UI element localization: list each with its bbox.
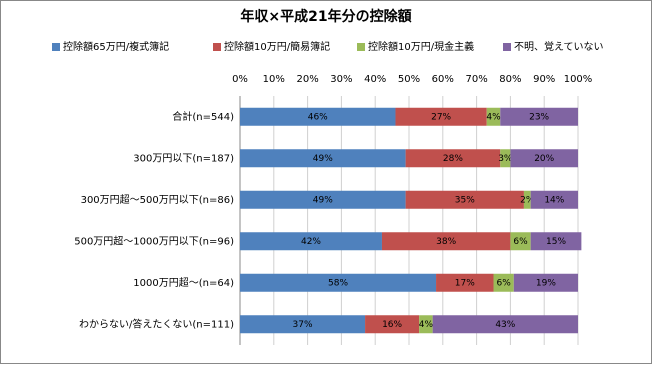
legend-label: 控除額10万円/現金主義 bbox=[368, 40, 474, 53]
value-label: 14% bbox=[544, 195, 564, 205]
x-tick-label: 100% bbox=[564, 74, 593, 85]
chart-title: 年収×平成21年分の控除額 bbox=[240, 8, 411, 25]
bar-segment bbox=[510, 149, 578, 168]
bar-segment bbox=[432, 315, 578, 334]
bar-segment bbox=[395, 107, 487, 126]
legend-label: 控除額10万円/簡易簿記 bbox=[224, 40, 330, 53]
legend-label: 不明、覚えていない bbox=[514, 40, 604, 53]
legend-label: 控除額65万円/複式簿記 bbox=[63, 40, 169, 53]
legend-swatch bbox=[503, 43, 511, 51]
value-label: 46% bbox=[308, 112, 328, 122]
bar-segment bbox=[240, 273, 437, 292]
x-tick-label: 50% bbox=[398, 74, 420, 85]
value-label: 49% bbox=[313, 154, 333, 164]
value-label: 43% bbox=[495, 320, 515, 330]
value-label: 28% bbox=[443, 154, 463, 164]
value-label: 16% bbox=[382, 320, 402, 330]
value-label: 17% bbox=[455, 278, 475, 288]
bar-segment bbox=[510, 232, 531, 251]
value-label: 3% bbox=[498, 154, 513, 164]
y-tick-label: 1000万円超～(n=64) bbox=[133, 276, 234, 289]
x-tick-label: 70% bbox=[465, 74, 487, 85]
value-label: 38% bbox=[436, 237, 456, 247]
x-tick-label: 30% bbox=[330, 74, 352, 85]
value-label: 6% bbox=[496, 278, 511, 288]
value-label: 35% bbox=[455, 195, 475, 205]
value-label: 6% bbox=[513, 237, 528, 247]
bar-segment bbox=[240, 232, 382, 251]
bar-segment bbox=[486, 107, 501, 126]
bar-segment bbox=[436, 273, 494, 292]
y-tick-label: 300万円以下(n=187) bbox=[133, 153, 234, 164]
x-tick-label: 80% bbox=[499, 74, 521, 85]
y-tick-label: 合計(n=544) bbox=[172, 110, 234, 123]
x-tick-label: 40% bbox=[364, 74, 386, 85]
legend-swatch bbox=[52, 43, 60, 51]
x-tick-label: 60% bbox=[432, 74, 454, 85]
value-label: 42% bbox=[301, 237, 321, 247]
bar-segment bbox=[530, 190, 578, 209]
value-label: 20% bbox=[534, 154, 554, 164]
bar-segment bbox=[405, 190, 524, 209]
value-label: 37% bbox=[293, 320, 313, 330]
value-label: 4% bbox=[419, 320, 434, 330]
value-label: 2% bbox=[520, 195, 535, 205]
y-tick-label: 300万円超～500万円以下(n=86) bbox=[81, 193, 235, 206]
bar-segment bbox=[240, 190, 406, 209]
bar-segment bbox=[530, 232, 582, 251]
x-tick-label: 0% bbox=[232, 74, 248, 85]
value-label: 23% bbox=[529, 112, 549, 122]
value-label: 4% bbox=[486, 112, 501, 122]
bar-segment bbox=[419, 315, 433, 334]
y-tick-label: わからない/答えたくない(n=111) bbox=[79, 317, 234, 330]
x-tick-label: 90% bbox=[533, 74, 555, 85]
bar-segment bbox=[240, 107, 396, 126]
value-label: 58% bbox=[328, 278, 348, 288]
bar-segment bbox=[381, 232, 511, 251]
bar-segment bbox=[240, 149, 406, 168]
value-label: 15% bbox=[546, 237, 566, 247]
y-tick-label: 500万円超～1000万円以下(n=96) bbox=[74, 234, 234, 247]
legend-swatch bbox=[213, 43, 221, 51]
bar-segment bbox=[500, 149, 511, 168]
bar-segment bbox=[240, 315, 366, 334]
bar-segment bbox=[493, 273, 514, 292]
x-tick-label: 20% bbox=[296, 74, 318, 85]
x-tick-label: 10% bbox=[263, 74, 285, 85]
bar-segment bbox=[365, 315, 420, 334]
value-label: 19% bbox=[536, 278, 556, 288]
bar-segment bbox=[513, 273, 578, 292]
bar-segment bbox=[500, 107, 578, 126]
bar-segment bbox=[523, 190, 531, 209]
value-label: 27% bbox=[431, 112, 451, 122]
legend-swatch bbox=[357, 43, 365, 51]
value-label: 49% bbox=[313, 195, 333, 205]
bar-segment bbox=[405, 149, 501, 168]
